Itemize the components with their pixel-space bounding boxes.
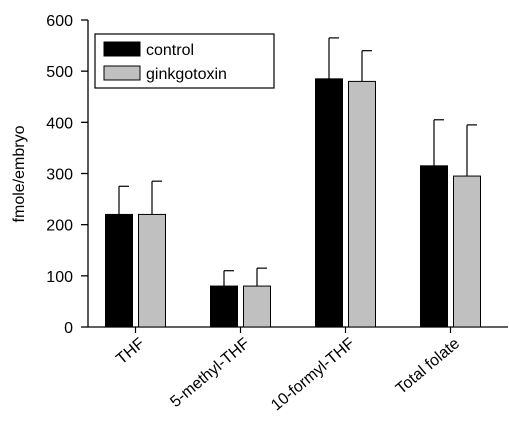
y-tick-label: 300: [46, 167, 73, 184]
bar-ginkgotoxin: [138, 213, 166, 328]
bars: [105, 37, 481, 328]
x-tick-labels: THF 5-methyl-THF 10-formyl-THF Total folate: [113, 327, 463, 414]
legend-swatch-control: [103, 41, 141, 57]
bar-control: [105, 213, 133, 328]
legend-label-control: control: [146, 42, 194, 59]
bar-control: [420, 165, 448, 328]
bar-ginkgotoxin: [243, 285, 271, 328]
category-label: Total folate: [393, 335, 463, 398]
y-ticks: 0 100 200 300 400 500 600: [46, 13, 88, 337]
y-tick-label: 600: [46, 13, 73, 30]
y-tick-label: 100: [46, 269, 73, 286]
y-axis-title: fmole/embryo: [11, 125, 28, 222]
y-tick-label: 400: [46, 115, 73, 132]
bar-ginkgotoxin: [453, 175, 481, 328]
bar-control: [210, 285, 238, 328]
legend-label-ginkgotoxin: ginkgotoxin: [146, 66, 227, 83]
bar-ginkgotoxin: [348, 80, 376, 328]
y-tick-label: 500: [46, 64, 73, 81]
legend: control ginkgotoxin: [94, 33, 275, 89]
category-label: 10-formyl-THF: [268, 335, 358, 414]
y-tick-label: 200: [46, 218, 73, 235]
category-label: 5-methyl-THF: [167, 335, 253, 411]
category-label: THF: [113, 335, 148, 368]
legend-swatch-ginkgotoxin: [103, 65, 141, 81]
y-tick-label: 0: [64, 320, 73, 337]
bar-control: [315, 78, 343, 328]
